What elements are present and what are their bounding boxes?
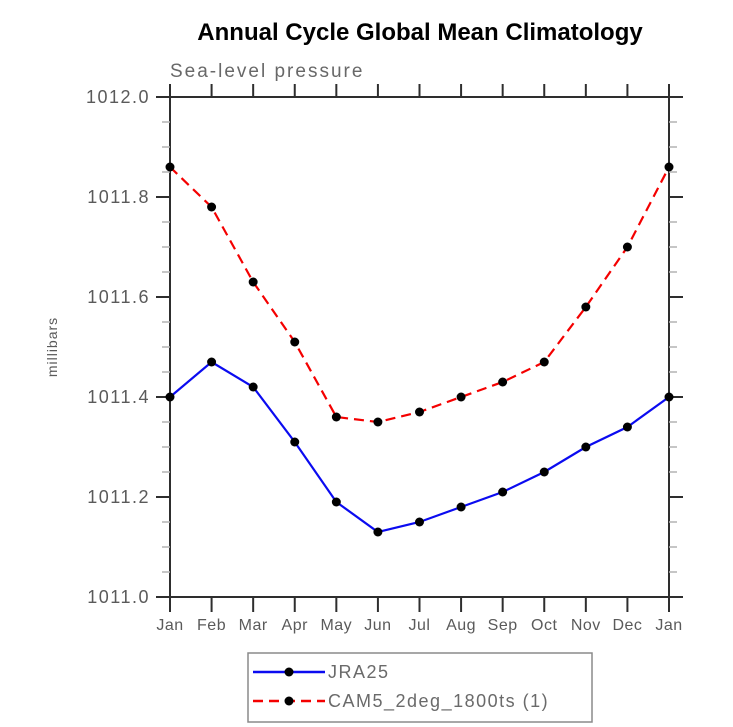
x-tick-label: Jan: [655, 617, 682, 634]
y-axis-minor-ticks: [162, 121, 677, 573]
data-point-marker: [456, 392, 466, 402]
x-axis-tick-labels: Jan Feb Mar Apr May Jun Jul Aug Sep Oct Nov Dec Jan: [156, 617, 682, 634]
data-series: [165, 162, 674, 537]
legend: JRA25 CAM5_2deg_1800ts (1): [247, 652, 593, 723]
y-tick-label: 1011.4: [87, 387, 150, 407]
x-tick-label: Dec: [612, 617, 642, 634]
data-point-marker: [165, 162, 175, 172]
data-point-marker: [498, 377, 508, 387]
y-axis-tick-labels: 1011.0 1011.2 1011.4 1011.6 1011.8 1012.0: [86, 87, 150, 607]
data-point-marker: [373, 527, 383, 537]
data-point-marker: [207, 202, 217, 212]
y-tick-label: 1011.2: [87, 487, 150, 507]
legend-border: [247, 652, 593, 723]
legend-label-jra25: JRA25: [328, 662, 390, 682]
legend-sample-marker-icon: [284, 667, 294, 677]
data-point-marker: [539, 467, 549, 477]
y-tick-label: 1011.0: [87, 587, 150, 607]
data-point-marker: [248, 382, 258, 392]
chart-subtitle: Sea-level pressure: [170, 61, 364, 82]
data-point-marker: [290, 337, 300, 347]
data-point-marker: [415, 407, 424, 417]
data-point-marker: [622, 242, 632, 252]
data-point-marker: [165, 392, 175, 402]
data-point-marker: [373, 417, 383, 427]
x-tick-label: Nov: [571, 617, 601, 634]
data-point-marker: [622, 422, 632, 432]
x-tick-label: Jun: [364, 617, 391, 634]
x-tick-label: Aug: [446, 617, 476, 634]
data-point-marker: [664, 162, 674, 172]
y-tick-label: 1011.6: [87, 287, 150, 307]
x-tick-label: May: [320, 617, 352, 634]
y-tick-label: 1011.8: [87, 187, 150, 207]
data-point-marker: [664, 392, 674, 402]
x-tick-label: Feb: [197, 617, 226, 634]
x-tick-label: Jul: [409, 617, 431, 634]
x-tick-label: Mar: [239, 617, 268, 634]
data-point-marker: [581, 302, 591, 312]
data-point-marker: [415, 517, 424, 527]
series-line-jra25: [169, 360, 670, 534]
data-point-marker: [331, 412, 341, 422]
x-tick-label: Jan: [156, 617, 183, 634]
legend-label-cam5: CAM5_2deg_1800ts (1): [328, 691, 549, 712]
data-point-marker: [456, 502, 466, 512]
x-axis-ticks: [169, 84, 670, 612]
x-tick-label: Oct: [531, 617, 557, 634]
x-tick-label: Apr: [282, 617, 309, 634]
legend-sample-marker-icon: [284, 696, 294, 706]
x-tick-label: Sep: [488, 617, 518, 634]
data-point-marker: [498, 487, 508, 497]
y-axis-label: millibars: [44, 317, 60, 377]
data-point-marker: [539, 357, 549, 367]
data-point-marker: [207, 357, 217, 367]
data-point-marker: [290, 437, 300, 447]
data-point-marker: [581, 442, 591, 452]
chart-title: Annual Cycle Global Mean Climatology: [197, 19, 643, 46]
data-point-marker: [248, 277, 258, 287]
y-tick-label: 1012.0: [86, 87, 150, 107]
series-line-cam5-2deg-1800ts-1-: [169, 166, 670, 424]
data-point-marker: [331, 497, 341, 507]
